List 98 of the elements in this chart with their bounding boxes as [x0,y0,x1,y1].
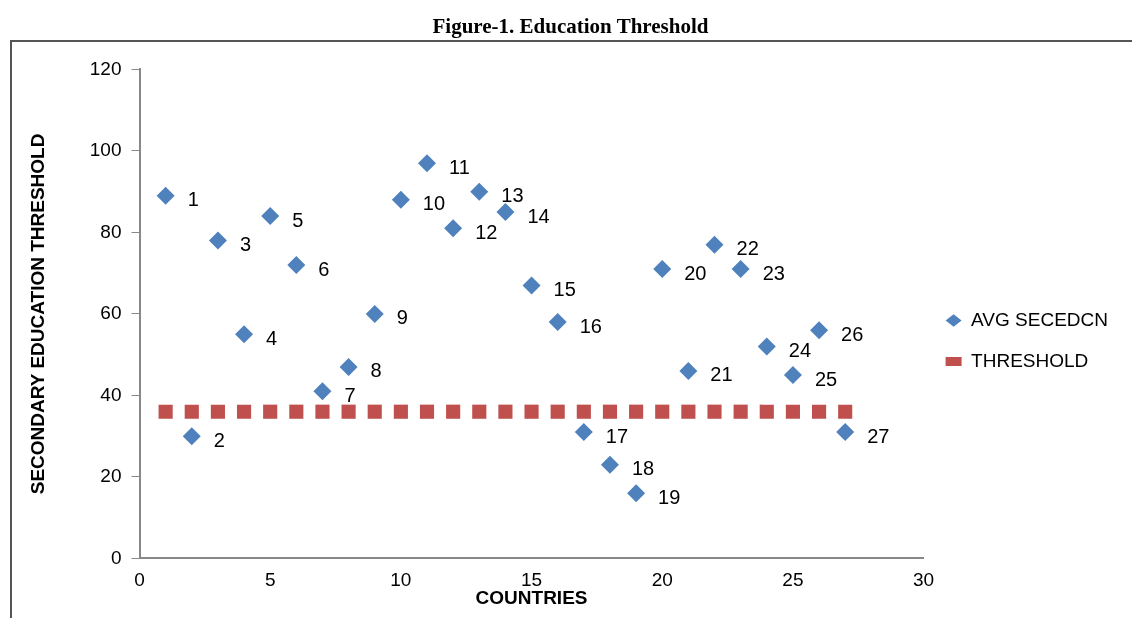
annotation: 19 [658,485,681,508]
point [759,404,774,419]
point [418,154,437,173]
y-tick-label: 40 [100,383,122,405]
point [679,361,698,380]
annotation: 13 [501,184,524,207]
y-tick-label: 80 [100,220,122,242]
point [733,404,748,419]
point [446,404,461,419]
point [470,182,489,201]
annotation: 17 [605,424,629,447]
y-tick-label: 60 [100,302,122,324]
point [548,313,567,332]
point [393,404,408,419]
point [627,484,646,503]
point [498,404,513,419]
annotation: 10 [422,192,446,215]
annotation: 12 [475,220,498,243]
annotation: 4 [266,326,278,349]
annotation: 5 [292,208,304,231]
legend-label: THRESHOLD [971,349,1089,371]
point [629,404,644,419]
annotation: 8 [370,359,382,382]
annotation: 18 [631,457,655,480]
annotation: 2 [213,428,225,451]
y-tick-label: 100 [89,139,122,161]
point [838,404,853,419]
annotation: 1 [187,188,199,211]
annotation: 6 [318,257,330,280]
point [287,256,306,274]
annotation: 22 [736,237,759,260]
point [783,366,802,385]
point [681,404,696,419]
x-tick-label: 25 [782,569,804,591]
point [810,321,829,340]
annotation: 23 [762,261,785,284]
annotation: 24 [788,339,812,362]
x-tick-label: 0 [134,569,145,591]
y-tick-label: 0 [110,546,122,568]
point [158,404,173,419]
point [836,423,855,442]
point [653,260,672,279]
point [367,404,382,419]
x-tick-label: 5 [264,569,276,591]
annotation: 27 [867,424,890,447]
x-tick-label: 20 [651,569,673,591]
annotation: 7 [344,383,356,406]
point [208,231,227,250]
annotation: 25 [814,367,838,390]
point [182,427,201,446]
point [602,404,618,419]
annotation: 16 [579,314,602,337]
point [811,404,827,419]
point [655,404,670,419]
point [472,404,487,419]
annotation: 3 [239,233,252,256]
annotation: 11 [449,155,470,178]
y-tick-label: 120 [89,57,122,79]
point [757,337,776,356]
point [263,404,278,419]
annotation: 26 [841,322,864,345]
point [576,404,591,419]
point [522,276,541,295]
point [574,423,593,442]
point [550,404,565,419]
point [785,404,800,419]
point [315,404,330,419]
point [210,404,225,419]
annotation: 9 [396,306,408,329]
point [444,219,463,238]
point [261,207,280,226]
point [156,186,175,205]
point [731,260,750,279]
x-tick-label: 30 [913,569,935,591]
point [419,404,435,419]
point [235,325,254,344]
annotation: 15 [553,277,576,300]
legend-label: AVG SECEDCN [971,308,1109,330]
point [524,404,539,419]
point [365,304,384,323]
chart-title: Figure-1. Education Threshold [431,14,710,39]
point [289,404,304,419]
y-tick-label: 20 [100,465,122,487]
point [705,235,724,254]
point [600,455,619,474]
point [391,190,410,209]
y-axis-title: SECONDARY EDUCATION THRESHOLD [26,133,48,495]
point [236,404,252,419]
point [313,382,332,401]
annotation: 20 [684,261,707,284]
point [707,404,722,419]
annotation: 21 [710,363,733,386]
x-tick-label: 10 [390,569,412,591]
point [341,404,356,419]
annotation: 14 [527,204,550,227]
point [496,203,515,222]
point [339,357,358,376]
point [184,404,199,419]
